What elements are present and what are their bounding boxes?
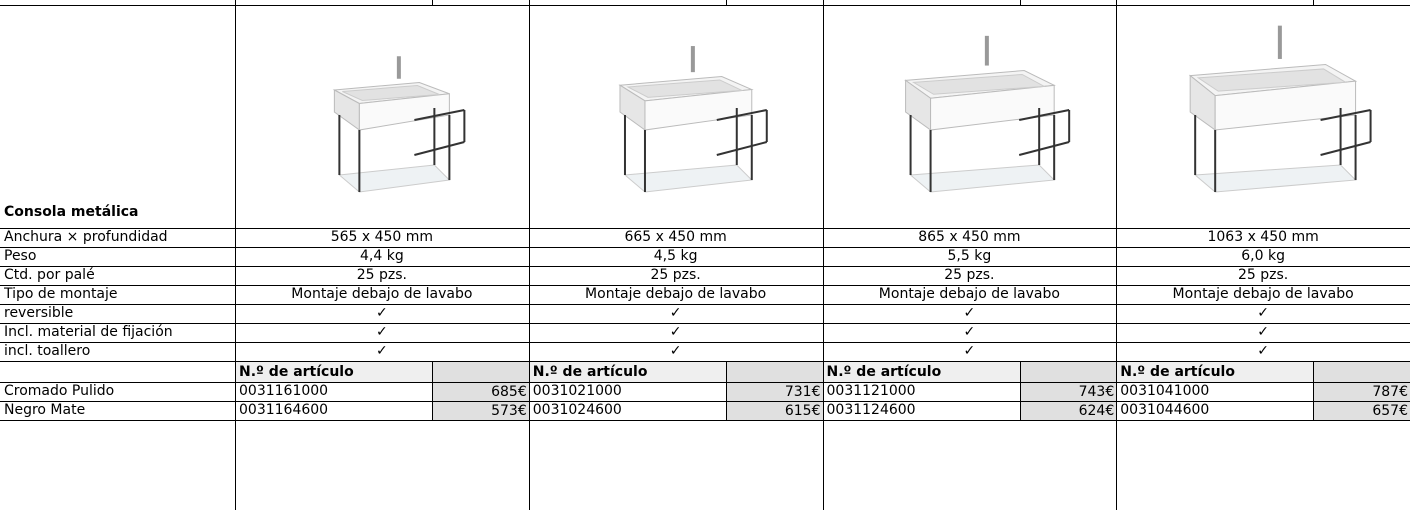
row-label: Incl. material de fijación — [4, 324, 173, 340]
spec-value: 5,5 kg — [947, 248, 992, 264]
price: 573€ — [432, 402, 529, 420]
spec-value: Montaje debajo de lavabo — [291, 286, 473, 302]
spec-value: 565 x 450 mm — [330, 229, 434, 245]
spec-value: ✓ — [1257, 343, 1269, 359]
spec-value: 1063 x 450 mm — [1207, 229, 1319, 245]
row-line — [0, 420, 1410, 421]
column-line — [529, 0, 530, 510]
spec-value: ✓ — [376, 324, 388, 340]
row-line — [0, 266, 1410, 267]
row-label: Cromado Pulido — [4, 383, 115, 399]
section-title: Consola metálica — [4, 204, 139, 220]
article-number: 0031024600 — [532, 402, 622, 418]
row-label: Tipo de montaje — [4, 286, 118, 302]
price-column-line — [726, 361, 727, 420]
article-number: 0031021000 — [532, 383, 622, 399]
spec-value: 6,0 kg — [1241, 248, 1285, 264]
spec-value: 665 x 450 mm — [624, 229, 727, 245]
price-column-line — [1020, 361, 1021, 420]
price-column-line — [1020, 0, 1021, 5]
article-number: 0031164600 — [239, 402, 329, 418]
article-number: 0031044600 — [1120, 402, 1210, 418]
price-header — [1313, 362, 1410, 382]
row-line — [0, 285, 1410, 286]
spec-value: 25 pzs. — [356, 267, 407, 283]
row-label: Negro Mate — [4, 402, 86, 418]
row-line — [0, 342, 1410, 343]
spec-value: ✓ — [963, 305, 976, 321]
spec-value: ✓ — [669, 305, 682, 321]
price: 615€ — [725, 402, 823, 420]
price-column-line — [1313, 0, 1314, 5]
price-header — [1019, 362, 1117, 382]
article-header: N.º de artículo — [235, 362, 432, 382]
row-line — [0, 382, 1410, 383]
product-image — [1189, 25, 1372, 193]
article-number: 0031121000 — [826, 383, 916, 399]
row-label: Ctd. por palé — [4, 267, 95, 283]
spec-value: ✓ — [669, 324, 682, 340]
price: 657€ — [1313, 402, 1410, 420]
price-column-line — [432, 361, 433, 420]
article-number: 0031041000 — [1120, 383, 1210, 399]
price-column-line — [1313, 361, 1314, 420]
spec-value: ✓ — [1257, 324, 1269, 340]
spec-value: 25 pzs. — [650, 267, 701, 283]
price-column-line — [726, 0, 727, 5]
row-line — [0, 401, 1410, 402]
article-header: N.º de artículo — [822, 362, 1020, 382]
price: 731€ — [725, 383, 823, 401]
spec-value: 4,4 kg — [360, 248, 404, 264]
price: 685€ — [432, 383, 529, 401]
article-header: N.º de artículo — [1116, 362, 1314, 382]
product-image — [618, 46, 768, 193]
article-header: N.º de artículo — [528, 362, 726, 382]
article-number: 0031124600 — [826, 402, 916, 418]
spec-value: 4,5 kg — [653, 248, 698, 264]
spec-value: Montaje debajo de lavabo — [878, 286, 1060, 302]
row-line — [0, 323, 1410, 324]
spec-value: ✓ — [1257, 305, 1269, 321]
spec-value: Montaje debajo de lavabo — [1172, 286, 1354, 302]
spec-value: Montaje debajo de lavabo — [585, 286, 767, 302]
column-line — [1116, 0, 1117, 510]
spec-value: ✓ — [963, 343, 976, 359]
price: 624€ — [1019, 402, 1117, 420]
row-line — [0, 247, 1410, 248]
price-header — [725, 362, 823, 382]
row-label: Anchura × profundidad — [4, 229, 168, 245]
price-header — [432, 362, 529, 382]
spec-value: 865 x 450 mm — [918, 229, 1021, 245]
row-line — [0, 361, 1410, 362]
price-column-line — [432, 0, 433, 5]
spec-value: ✓ — [669, 343, 682, 359]
row-label: incl. toallero — [4, 343, 91, 359]
spec-value: ✓ — [376, 343, 388, 359]
product-image — [903, 35, 1070, 193]
price: 743€ — [1019, 383, 1117, 401]
spec-value: 25 pzs. — [944, 267, 995, 283]
column-line — [823, 0, 824, 510]
spec-value: ✓ — [963, 324, 976, 340]
article-number: 0031161000 — [239, 383, 329, 399]
row-line — [0, 228, 1410, 229]
row-line — [0, 5, 1410, 6]
row-line — [0, 304, 1410, 305]
spec-value: ✓ — [376, 305, 388, 321]
price: 787€ — [1313, 383, 1410, 401]
spec-value: 25 pzs. — [1238, 267, 1289, 283]
row-label: reversible — [4, 305, 74, 321]
column-line — [235, 0, 236, 510]
row-label: Peso — [4, 248, 37, 264]
product-image — [332, 56, 466, 193]
